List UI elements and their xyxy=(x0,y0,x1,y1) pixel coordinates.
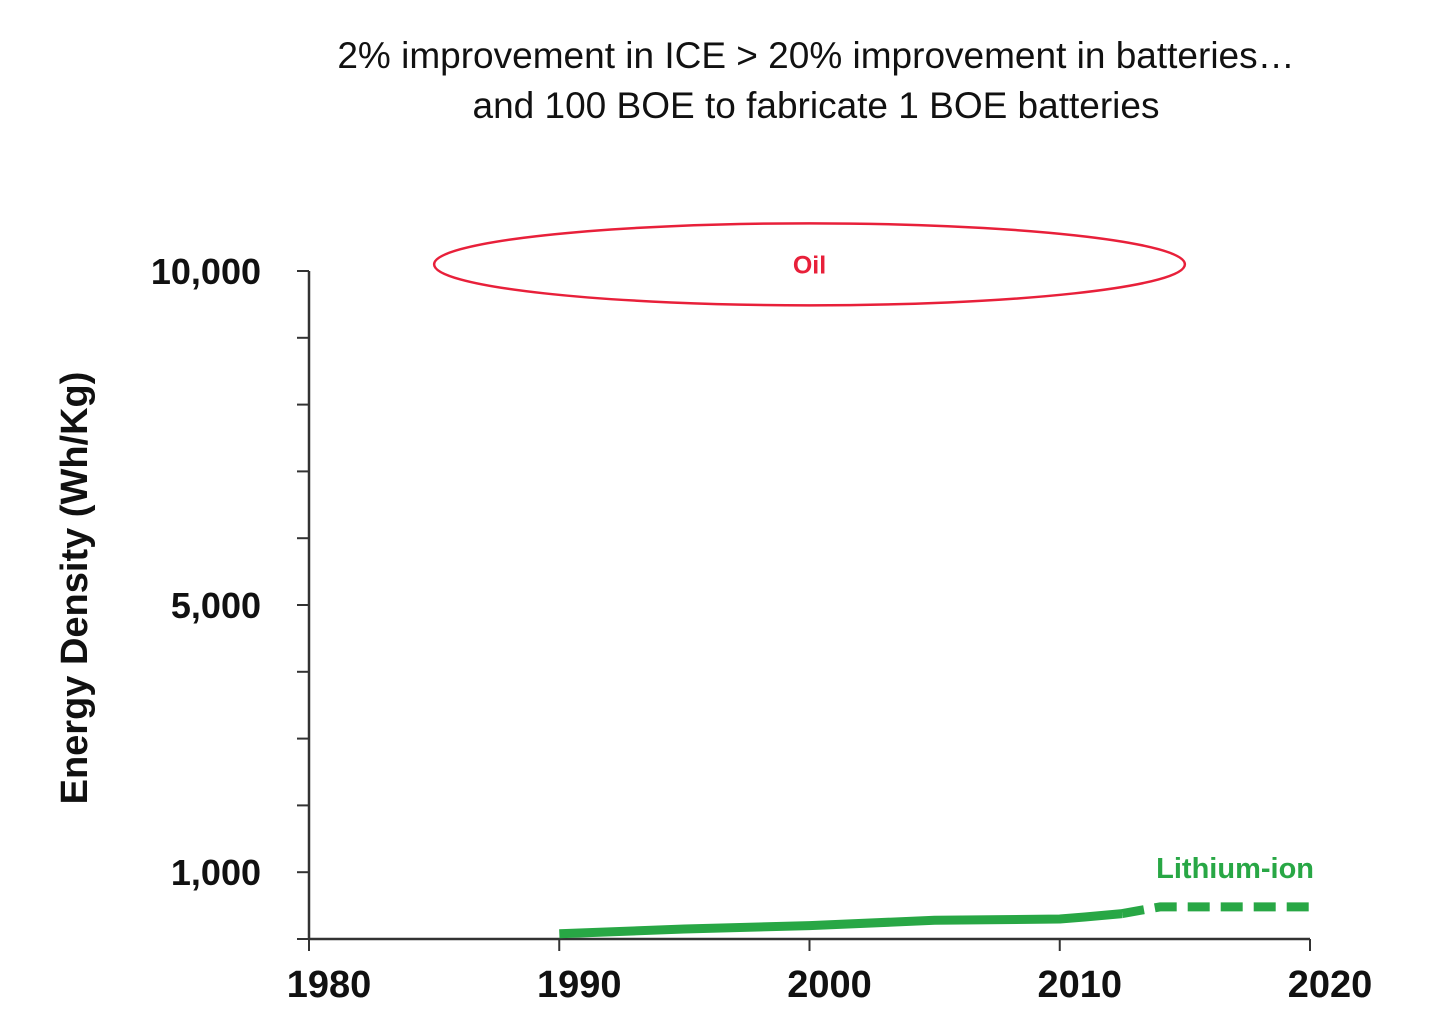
x-tick-label: 2020 xyxy=(1288,964,1373,1006)
lithium-ion-line-dashed xyxy=(1121,902,1310,919)
y-ticks: 10,000 5,000 1,000 xyxy=(151,251,309,940)
y-axis-label: Energy Density (Wh/Kg) xyxy=(54,372,96,805)
title-line-2: and 100 BOE to fabricate 1 BOE batteries xyxy=(473,85,1160,126)
x-tick-label: 2010 xyxy=(1037,964,1122,1006)
x-ticks: 1980 1990 2000 2010 2020 xyxy=(287,939,1373,1006)
series-group: Lithium-ion xyxy=(559,853,1314,939)
x-tick-label: 1990 xyxy=(537,964,622,1006)
x-tick-label: 2000 xyxy=(787,964,872,1006)
x-tick-label: 1980 xyxy=(287,964,372,1006)
oil-label: Oil xyxy=(793,251,826,279)
y-tick-label: 5,000 xyxy=(171,585,261,626)
y-tick-label: 1,000 xyxy=(171,852,261,893)
axes xyxy=(307,271,1310,941)
lithium-ion-line-solid xyxy=(559,909,1123,939)
chart-title: 2% improvement in ICE > 20% improvement … xyxy=(337,35,1294,126)
annotations: Oil xyxy=(432,222,1187,307)
lithium-ion-label: Lithium-ion xyxy=(1156,853,1314,885)
title-line-1: 2% improvement in ICE > 20% improvement … xyxy=(337,35,1294,76)
y-tick-label: 10,000 xyxy=(151,251,261,292)
oil-ellipse xyxy=(432,222,1187,307)
